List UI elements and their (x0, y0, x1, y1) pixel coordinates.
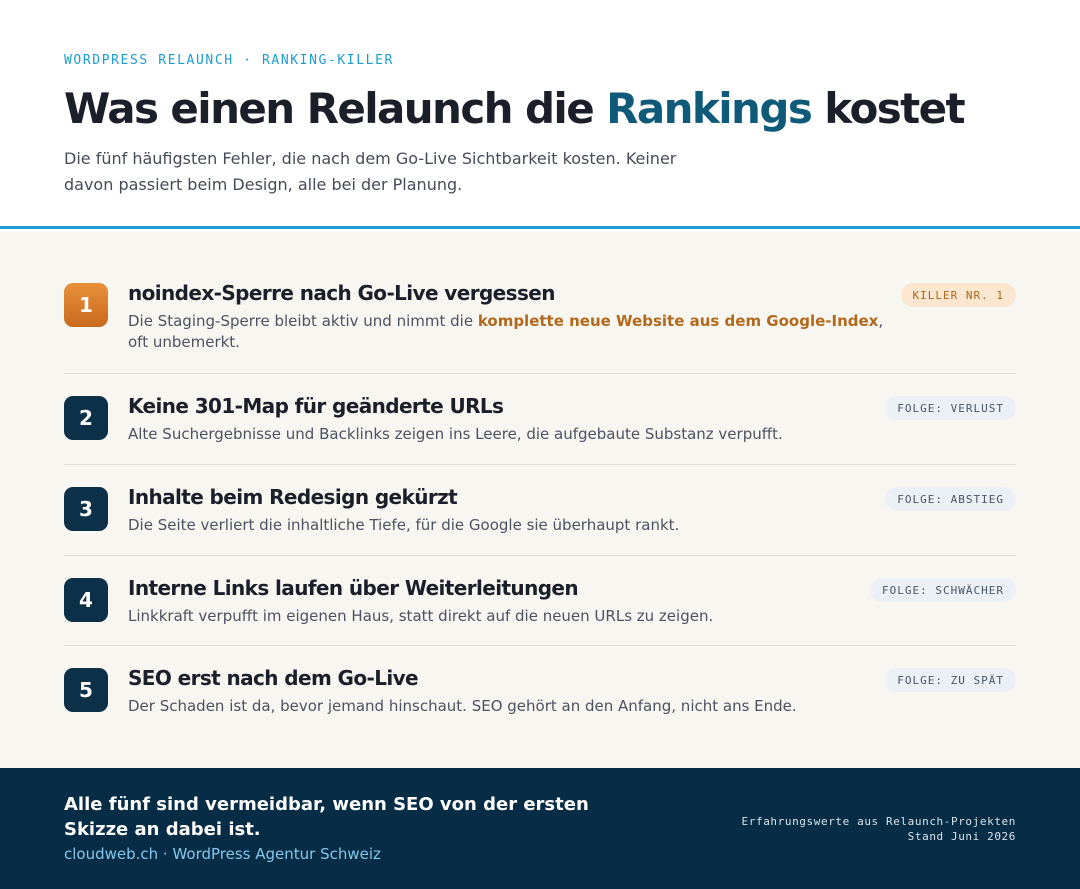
item-description: Alte Suchergebnisse und Backlinks zeigen… (128, 425, 783, 443)
footer-meta: Erfahrungswerte aus Relaunch-Projekten S… (742, 814, 1016, 844)
item-description-text-end: , oft unbemerkt. (128, 312, 884, 351)
header: WORDPRESS RELAUNCH · RANKING-KILLER Was … (0, 0, 1080, 229)
list-item-5: 5 SEO erst nach dem Go-Live Der Schaden … (64, 666, 1016, 728)
status-badge: KILLER NR. 1 (900, 283, 1016, 307)
item-title: Keine 301-Map für geänderte URLs (128, 394, 504, 418)
item-number-badge: 3 (64, 487, 108, 531)
item-description-highlight: komplette neue Website aus dem Google-In… (477, 312, 879, 330)
item-title: noindex-Sperre nach Go-Live vergessen (128, 281, 555, 305)
item-number-badge: 2 (64, 396, 108, 440)
title-part-after: kostet (811, 84, 965, 133)
status-badge: FOLGE: ZU SPÄT (885, 668, 1016, 692)
list-item-1: 1 noindex-Sperre nach Go-Live vergessen … (64, 281, 1016, 374)
item-description: Die Seite verliert die inhaltliche Tiefe… (128, 516, 680, 534)
status-badge: FOLGE: VERLUST (885, 396, 1016, 420)
footer-headline: Alle fünf sind vermeidbar, wenn SEO von … (64, 794, 589, 840)
list-item-2: 2 Keine 301-Map für geänderte URLs Alte … (64, 394, 1016, 465)
item-description: Die Staging-Sperre bleibt aktiv und nimm… (128, 311, 888, 353)
item-description: Der Schaden ist da, bevor jemand hinscha… (128, 697, 797, 715)
list-item-3: 3 Inhalte beim Redesign gekürzt Die Seit… (64, 485, 1016, 556)
footer-agency-link[interactable]: cloudweb.ch · WordPress Agentur Schweiz (64, 845, 381, 863)
list-item-4: 4 Interne Links laufen über Weiterleitun… (64, 576, 1016, 646)
item-description-text: Die Staging-Sperre bleibt aktiv und nimm… (128, 312, 478, 330)
item-number-badge: 4 (64, 578, 108, 622)
footer: Alle fünf sind vermeidbar, wenn SEO von … (0, 768, 1080, 889)
status-badge: FOLGE: SCHWÄCHER (870, 578, 1016, 602)
status-badge: FOLGE: ABSTIEG (885, 487, 1016, 511)
mistakes-list: 1 noindex-Sperre nach Go-Live vergessen … (0, 232, 1080, 768)
item-number-badge: 5 (64, 668, 108, 712)
footer-meta-date: Stand Juni 2026 (907, 830, 1016, 843)
item-title: Interne Links laufen über Weiterleitunge… (128, 576, 579, 600)
title-highlight: Rankings (606, 84, 813, 133)
title-part-before: Was einen Relaunch die (64, 84, 607, 133)
item-title: SEO erst nach dem Go-Live (128, 666, 419, 690)
item-number-badge: 1 (64, 283, 108, 327)
item-title: Inhalte beim Redesign gekürzt (128, 485, 458, 509)
page-title: Was einen Relaunch die Rankings kostet (64, 84, 966, 133)
footer-meta-source: Erfahrungswerte aus Relaunch-Projekten (741, 815, 1016, 828)
page-subtitle: Die fünf häufigsten Fehler, die nach dem… (64, 149, 677, 194)
eyebrow-label: WORDPRESS RELAUNCH · RANKING-KILLER (64, 53, 394, 68)
item-description: Linkkraft verpufft im eigenen Haus, stat… (128, 607, 714, 625)
